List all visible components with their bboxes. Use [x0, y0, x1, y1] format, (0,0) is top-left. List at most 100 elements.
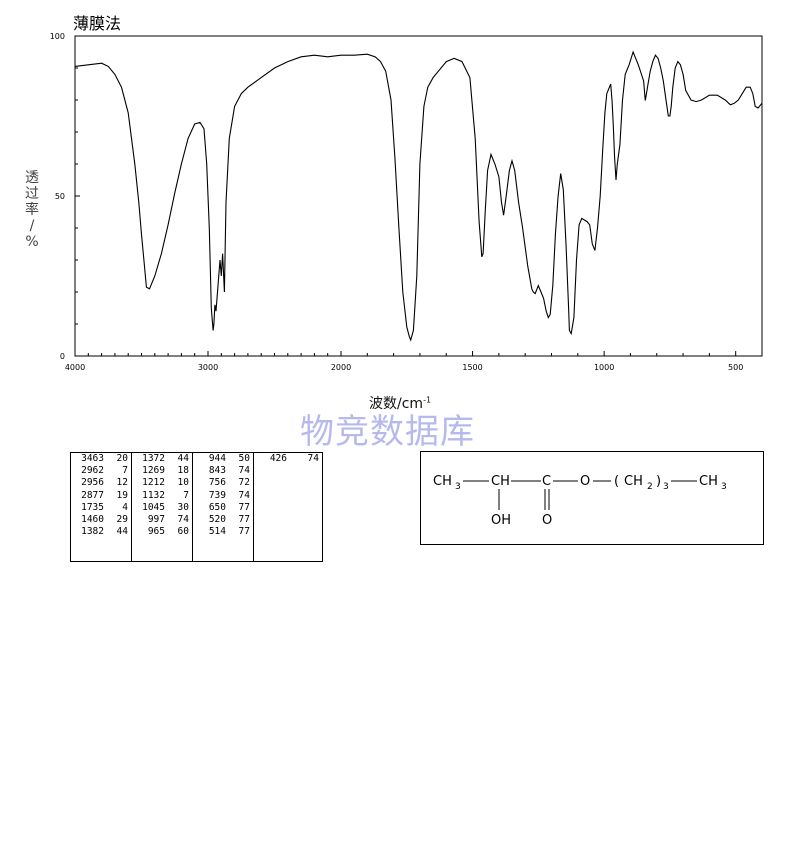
peak-transmittance: 20: [116, 453, 128, 464]
peak-row: 1045 30: [135, 502, 189, 514]
peak-transmittance: 77: [238, 526, 250, 538]
ch3-left: CH: [433, 474, 452, 489]
peak-row: 650 77: [196, 502, 250, 514]
peak-row: 1269 18: [135, 465, 189, 477]
peak-row: 1212 10: [135, 477, 189, 489]
y-label-char: /: [29, 218, 35, 234]
peak-transmittance: 74: [238, 465, 250, 477]
x-tick-label: 1500: [462, 363, 482, 372]
peak-row: 3463 20: [74, 453, 128, 465]
peak-row: 843 74: [196, 465, 250, 477]
peak-wavenumber: 514: [208, 526, 226, 538]
y-label-char: %: [25, 234, 39, 250]
peak-row: 2877 19: [74, 490, 128, 502]
ch2-group: CH: [624, 474, 643, 489]
ch2-sub: 2: [647, 482, 653, 492]
peak-transmittance: 44: [116, 526, 128, 538]
peak-transmittance: 4: [122, 501, 128, 513]
ch-group: CH: [491, 474, 510, 489]
peak-wavenumber: 520: [208, 513, 226, 525]
peak-row: 756 72: [196, 477, 250, 489]
peak-wavenumber: 2962: [81, 465, 104, 477]
peak-transmittance: 7: [122, 465, 128, 477]
peak-row: 2962 7: [74, 465, 128, 477]
peak-wavenumber: 1735: [81, 501, 104, 513]
ch3-left-sub: 3: [455, 482, 461, 492]
peak-wavenumber: 739: [208, 489, 226, 501]
carbonyl-oxygen: O: [542, 513, 552, 528]
ch3-right: CH: [699, 474, 718, 489]
x-tick-label: 1000: [594, 363, 614, 372]
peak-transmittance: 44: [177, 453, 189, 464]
peak-transmittance: 7: [183, 489, 189, 501]
peak-wavenumber: 997: [147, 513, 165, 525]
peak-wavenumber: 3463: [81, 453, 104, 464]
peak-wavenumber: 650: [208, 501, 226, 513]
peak-transmittance: 74: [177, 513, 189, 525]
peak-wavenumber: 1045: [142, 501, 165, 513]
peak-transmittance: 30: [177, 501, 189, 513]
x-tick-labels: 4000 3000 2000 1500 1000 500: [65, 363, 744, 372]
x-tick-label: 500: [728, 363, 743, 372]
peak-column: 426 74: [253, 452, 323, 562]
peak-transmittance: 29: [116, 513, 128, 525]
y-tick-labels: 0 50 100: [50, 32, 65, 361]
paren-open: (: [614, 474, 619, 489]
peak-row: 739 74: [196, 490, 250, 502]
peak-row: 1372 44: [135, 453, 189, 465]
y-tick-label: 0: [60, 352, 65, 361]
peak-row: 1460 29: [74, 514, 128, 526]
peak-row: 1735 4: [74, 502, 128, 514]
peak-transmittance: 12: [116, 477, 128, 489]
y-label-char: 率: [25, 202, 39, 218]
peak-wavenumber: 944: [208, 453, 226, 464]
ch3-right-sub: 3: [721, 482, 727, 492]
peak-wavenumber: 1372: [142, 453, 165, 464]
hydroxyl: OH: [491, 513, 511, 528]
ester-oxygen: O: [580, 474, 590, 489]
peak-transmittance: 10: [177, 477, 189, 489]
watermark: 物竞数据库: [300, 412, 475, 452]
peak-transmittance: 18: [177, 465, 189, 477]
peak-column: 1372 44 1269 18 1212 10 1132 7 1045 30 997 74 965 60: [131, 452, 193, 562]
peak-transmittance: 60: [177, 526, 189, 538]
peak-wavenumber: 756: [208, 477, 226, 489]
x-axis-label: 波数/cm-1: [369, 393, 431, 413]
peak-wavenumber: 2877: [81, 489, 104, 501]
peak-row: 997 74: [135, 514, 189, 526]
peak-row: 1382 44: [74, 526, 128, 538]
peak-wavenumber: 2956: [81, 477, 104, 489]
peak-transmittance: 19: [116, 489, 128, 501]
peak-transmittance: 74: [238, 489, 250, 501]
peak-wavenumber: 1269: [142, 465, 165, 477]
peak-column: 3463 20 2962 7 2956 12 2877 19 1735 4 1460 29 1382 44: [70, 452, 132, 562]
peak-transmittance: 72: [238, 477, 250, 489]
x-ticks: [74, 351, 763, 356]
y-axis-label: 透 过 率 / %: [22, 170, 42, 250]
peak-wavenumber: 1132: [142, 489, 165, 501]
paren-close: ): [656, 474, 661, 489]
spectrum-line: [74, 50, 763, 342]
repeat-sub: 3: [663, 482, 669, 492]
x-tick-label: 4000: [65, 363, 85, 372]
peak-row: 944 50: [196, 453, 250, 465]
peak-transmittance: 77: [238, 501, 250, 513]
y-label-char: 过: [25, 186, 39, 202]
peak-column: 944 50 843 74 756 72 739 74 650 77 520 77 514 77: [192, 452, 254, 562]
peak-row: 965 60: [135, 526, 189, 538]
structure-formula-box: CH 3 CH C O ( CH 2 ) 3 CH 3 OH O: [420, 451, 764, 545]
y-ticks: [75, 35, 80, 357]
x-label-exponent: -1: [423, 395, 432, 405]
peak-wavenumber: 965: [147, 526, 165, 538]
peak-wavenumber: 426: [269, 453, 287, 464]
peak-row: 520 77: [196, 514, 250, 526]
y-label-char: 透: [25, 170, 39, 186]
x-tick-label: 3000: [198, 363, 218, 372]
peak-transmittance: 77: [238, 513, 250, 525]
peak-wavenumber: 1382: [81, 526, 104, 538]
peak-transmittance: 74: [307, 453, 319, 464]
peak-table: 3463 20 2962 7 2956 12 2877 19 1735 4 1460 29 1382 44…: [70, 452, 323, 562]
peak-row: 426 74: [257, 453, 319, 465]
peak-row: 1132 7: [135, 490, 189, 502]
peak-row: 514 77: [196, 526, 250, 538]
